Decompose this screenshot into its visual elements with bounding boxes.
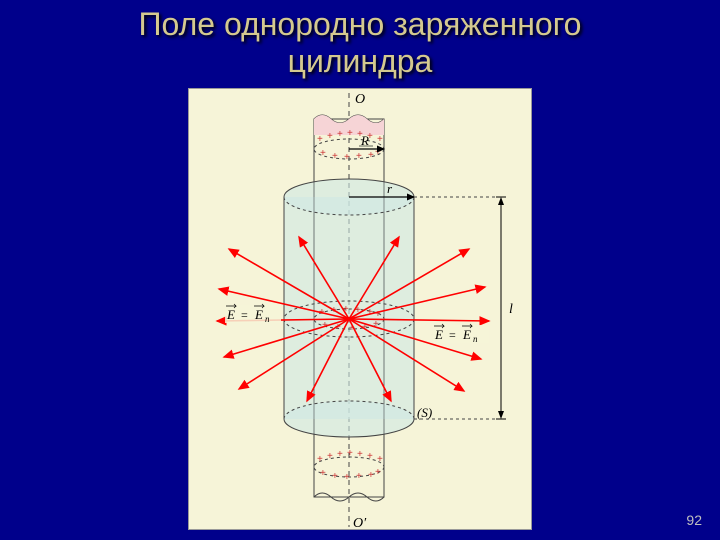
label-E-right-group: E = E n (433, 324, 489, 344)
svg-text:E: E (254, 307, 263, 322)
svg-text:E: E (226, 307, 235, 322)
svg-text:E: E (434, 327, 443, 342)
svg-text:+: + (337, 129, 343, 140)
svg-text:+: + (347, 128, 353, 139)
svg-text:n: n (473, 334, 478, 344)
svg-text:+: + (327, 451, 333, 462)
label-O-top: O (355, 92, 365, 107)
label-S: (S) (417, 405, 432, 420)
svg-text:+: + (317, 134, 323, 145)
svg-text:+: + (332, 151, 338, 162)
svg-text:+: + (377, 454, 383, 465)
svg-text:+: + (344, 472, 350, 483)
plus-bottom-row: +++ ++++ +++ +++ (317, 448, 383, 483)
svg-text:+: + (320, 468, 326, 479)
svg-text:+: + (317, 454, 323, 465)
svg-text:=: = (449, 328, 456, 342)
label-O-bottom: O′ (353, 516, 367, 531)
l-arrow-bottom (498, 411, 504, 419)
svg-text:+: + (357, 449, 363, 460)
svg-text:+: + (332, 471, 338, 482)
svg-text:+: + (368, 150, 374, 161)
l-arrow-top (498, 197, 504, 205)
title-line-2: цилиндра (288, 43, 433, 79)
svg-text:+: + (356, 471, 362, 482)
svg-text:+: + (375, 467, 381, 478)
svg-text:+: + (356, 151, 362, 162)
svg-text:=: = (241, 308, 248, 322)
svg-text:E: E (462, 327, 471, 342)
svg-text:n: n (265, 314, 270, 324)
title-line-1: Поле однородно заряженного (139, 6, 582, 42)
svg-text:+: + (368, 470, 374, 481)
svg-text:+: + (377, 134, 383, 145)
page-number: 92 (686, 512, 702, 528)
diagram-figure: +++ ++++ +++ +++ +++ ++++ +++ +++ +++ ++… (188, 88, 532, 530)
svg-text:+: + (347, 448, 353, 459)
cylinder-field-svg: +++ ++++ +++ +++ +++ ++++ +++ +++ +++ ++… (189, 89, 533, 531)
label-l: l (509, 302, 513, 317)
svg-text:+: + (344, 152, 350, 163)
svg-text:+: + (327, 131, 333, 142)
svg-text:+: + (320, 148, 326, 159)
slide-title: Поле однородно заряженного цилиндра (0, 0, 720, 80)
label-E-left-group: E = E n (225, 304, 281, 324)
svg-text:+: + (367, 451, 373, 462)
svg-text:+: + (337, 449, 343, 460)
